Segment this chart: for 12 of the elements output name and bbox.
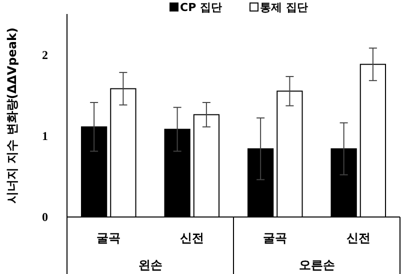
x-tick-label: 신전 <box>180 231 204 245</box>
legend-label: CP 집단 <box>180 0 222 14</box>
y-tick-label: 1 <box>42 129 48 143</box>
x-tick-label: 굴곡 <box>263 231 288 245</box>
y-tick-label: 2 <box>42 48 48 62</box>
legend-label: 통제 집단 <box>260 0 308 14</box>
y-tick-label: 0 <box>42 210 48 224</box>
text: 왼손 <box>138 258 162 272</box>
x-tick-label: 굴곡 <box>96 231 121 245</box>
y-axis-title: 시너지 지수 변화량(ΔΔVpeak) <box>5 28 19 204</box>
text: 오른손 <box>298 258 335 272</box>
x-tick-label: 신전 <box>346 231 370 245</box>
